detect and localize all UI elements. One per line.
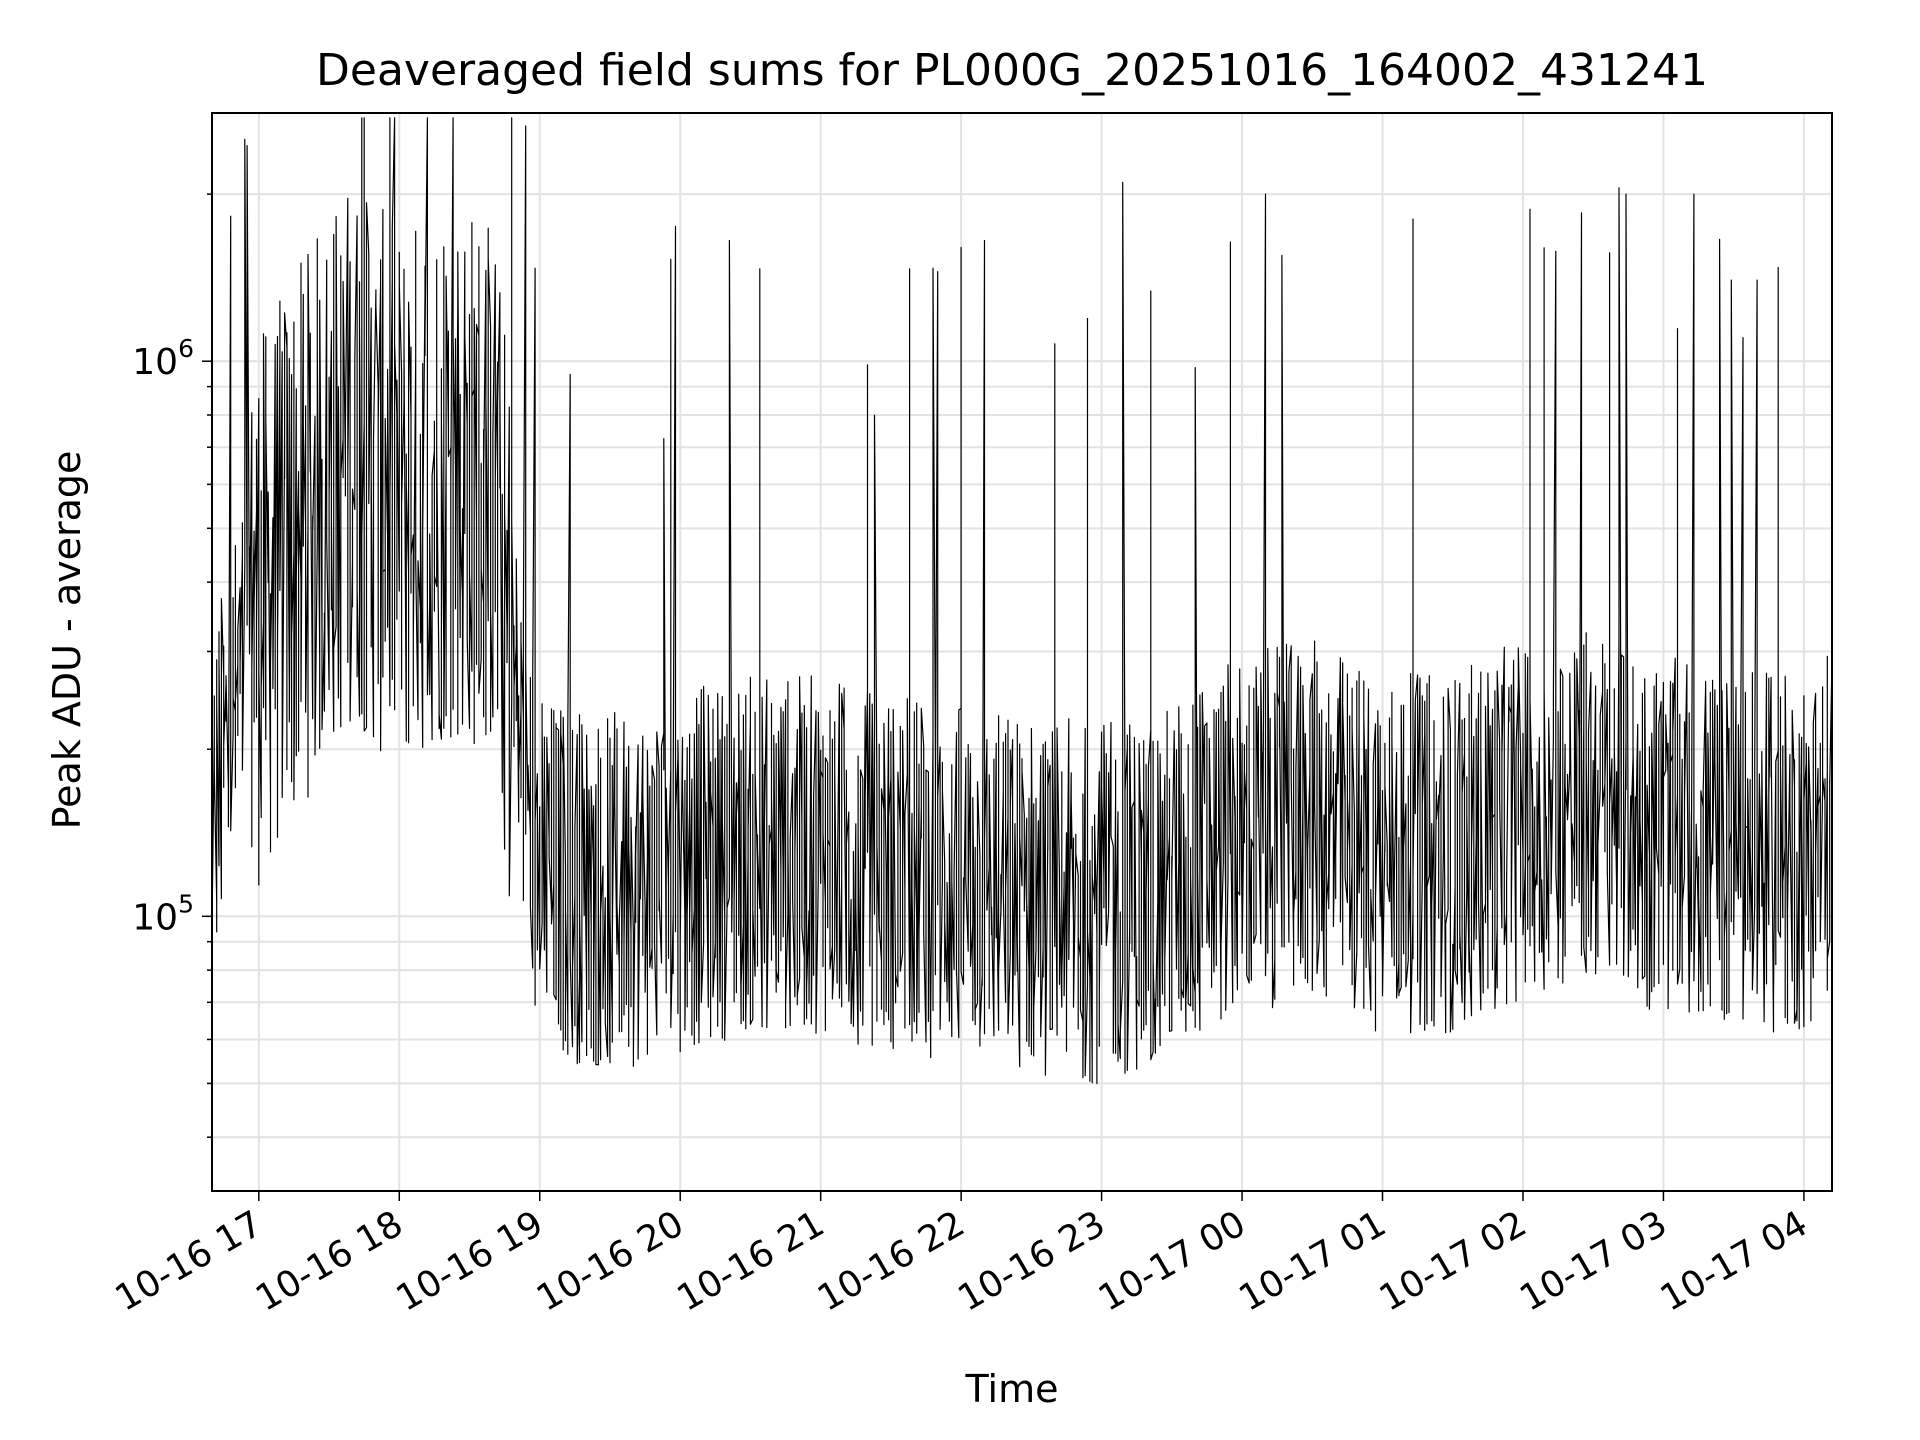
y-tick-label-base: 10 xyxy=(132,897,178,938)
y-axis-label: Peak ADU - average xyxy=(45,451,89,830)
grid xyxy=(212,113,1832,1191)
y-tick-label-base: 10 xyxy=(132,342,178,383)
data-layer xyxy=(211,117,1833,1085)
x-axis-label: Time xyxy=(965,1367,1059,1411)
y-tick-label-exponent: 6 xyxy=(178,334,194,363)
y-tick-label-exponent: 5 xyxy=(178,889,194,918)
y-tick-label: 105 xyxy=(132,889,194,938)
y-tick-label: 106 xyxy=(132,334,194,383)
series-line xyxy=(211,117,1833,1085)
chart-title: Deaveraged field sums for PL000G_2025101… xyxy=(316,45,1708,96)
